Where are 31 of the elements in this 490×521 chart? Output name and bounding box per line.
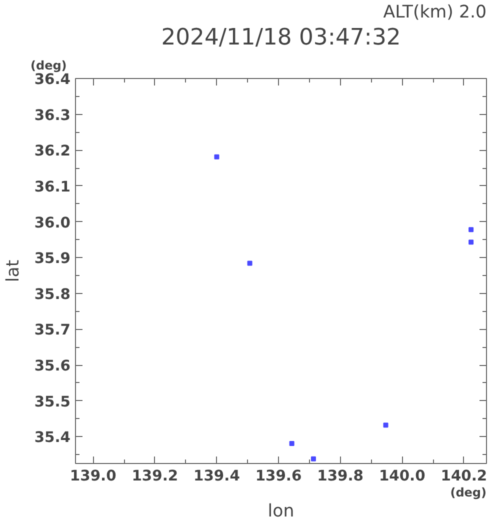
chart-title: 2024/11/18 03:47:32: [161, 24, 401, 50]
point: [247, 260, 252, 266]
y-tick-label: 35.4: [34, 429, 71, 446]
x-tick-label: 140.2: [440, 468, 488, 484]
x-tick-label: 139.4: [194, 468, 240, 484]
text: (deg): [450, 486, 487, 500]
text: (deg): [30, 58, 67, 72]
y-tick-label: 36.4: [34, 71, 71, 88]
point: [468, 227, 474, 232]
x-tick-label: 139.0: [70, 468, 116, 484]
point: [383, 422, 388, 428]
x-tick-label: 140.0: [378, 468, 426, 484]
y-tick-label: 35.8: [34, 286, 71, 303]
x-tick-label: 139.2: [132, 468, 178, 484]
chart-subtitle: ALT(km) 2.0: [383, 2, 487, 22]
point: [468, 240, 474, 245]
x-tick-label: 139.8: [317, 468, 364, 484]
y-tick-label: 36.3: [34, 106, 71, 124]
y-tick-label: 36.0: [34, 214, 71, 232]
y-tick-label: 35.5: [34, 393, 71, 410]
y-tick-label: 35.7: [34, 322, 71, 339]
y-tick-label: 36.2: [34, 142, 71, 160]
point: [310, 456, 316, 462]
y-tick-label: 36.1: [34, 178, 71, 196]
x-axis-title: lon: [268, 502, 294, 521]
point: [289, 440, 294, 446]
y-tick-label: 35.6: [34, 358, 71, 375]
y-axis-title: lat: [3, 260, 24, 282]
x-tick-label: 139.6: [255, 468, 302, 484]
y-tick-label: 35.9: [34, 250, 71, 268]
point: [214, 154, 220, 160]
